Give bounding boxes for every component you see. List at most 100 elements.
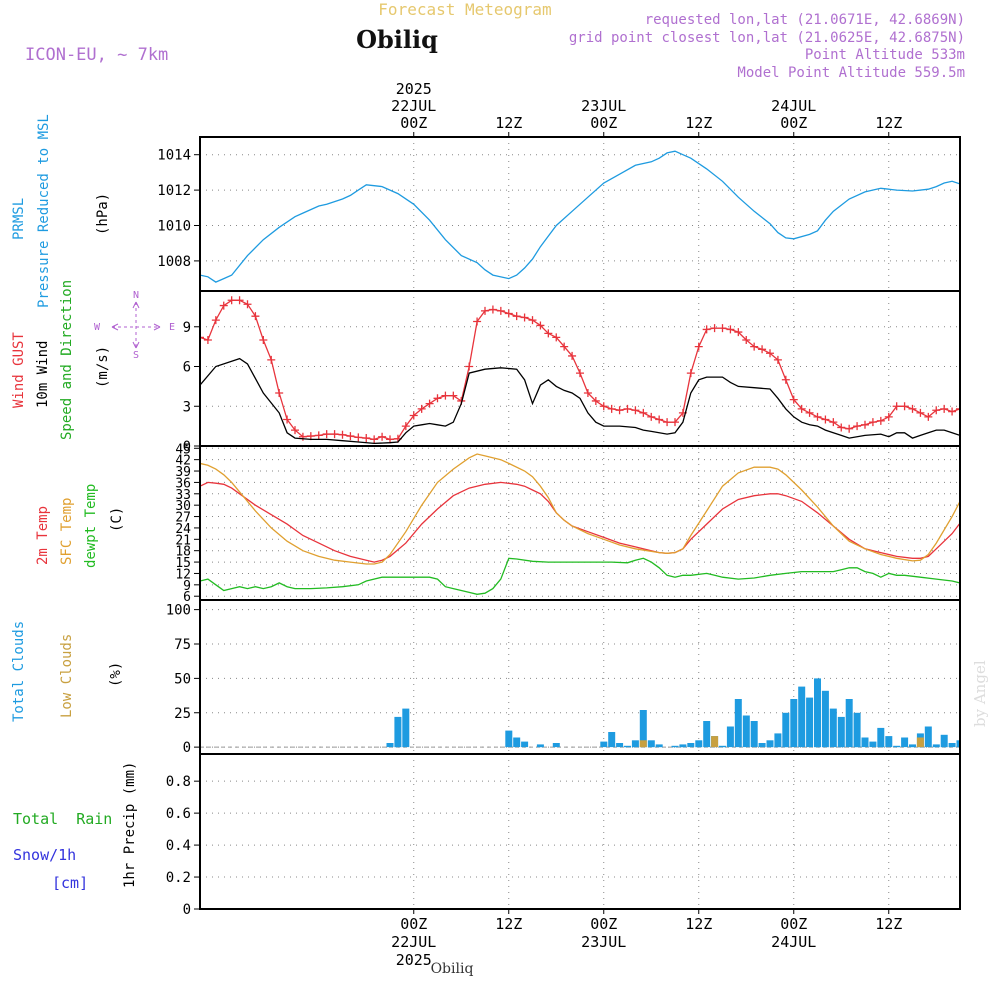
gust-marker [488, 305, 497, 314]
prmsl-long-label: Pressure Reduced to MSL [36, 114, 52, 308]
gust-marker [884, 412, 893, 421]
bar-total-clouds [600, 741, 608, 748]
top-time-label: 12Z [495, 114, 522, 132]
gust-marker [528, 316, 537, 325]
gust-marker [663, 418, 672, 427]
bar-total-clouds [536, 744, 544, 748]
pressure-ytick-label: 1012 [157, 183, 191, 199]
bar-total-clouds [734, 699, 742, 748]
gust-marker [607, 404, 616, 413]
bar-total-clouds [758, 743, 766, 748]
rain-label: Total Rain [13, 810, 112, 828]
gust-marker [908, 404, 917, 413]
pressure-labels: PRMSL Pressure Reduced to MSL (hPa) [11, 114, 111, 308]
gust-marker [924, 412, 933, 421]
gust-marker [504, 309, 513, 318]
bar-total-clouds [513, 737, 521, 748]
gust-marker [449, 391, 458, 400]
pressure-plot-area [200, 150, 960, 283]
bar-total-clouds [695, 740, 703, 748]
model-name: ICON-EU, ~ 7km [25, 45, 168, 65]
precip-ytick-label: 0.2 [166, 870, 191, 886]
t2m-label: 2m Temp [35, 506, 51, 565]
clouds-panel: 0 25 50 75 100 [166, 599, 961, 756]
top-time-label: 00Z [400, 114, 427, 132]
gust-marker [591, 396, 600, 405]
gust-marker [401, 422, 410, 431]
temp-unit: (C) [109, 507, 125, 532]
cloud-unit: (%) [108, 662, 124, 687]
gust-marker [512, 312, 521, 321]
precip-ytick-label: 0.6 [166, 806, 191, 822]
bottom-time-label: 23JUL [581, 933, 626, 951]
gust-marker [386, 435, 394, 444]
temperature-ytick-label: 24 [175, 522, 191, 537]
gust-marker [813, 412, 822, 421]
bottom-time-label: 00Z [400, 915, 427, 933]
gust-marker [473, 317, 482, 326]
bar-total-clouds [782, 712, 790, 748]
gust-marker [560, 342, 569, 351]
precip-labels: Total Rain Snow/1h [cm] 1hr Precip (mm) [13, 762, 138, 892]
gust-marker [655, 415, 664, 424]
series-dewpt-temp [200, 557, 960, 595]
footer-location: Obiliq [431, 961, 474, 977]
bar-total-clouds [703, 721, 711, 748]
compass-w: W [94, 322, 101, 333]
compass-arrowheads [111, 301, 161, 349]
gust-marker [417, 404, 426, 413]
gust-marker [726, 325, 735, 334]
bottom-time-label: 24JUL [771, 933, 816, 951]
gust-marker [671, 418, 679, 427]
top-time-label: 22JUL [391, 97, 436, 115]
pressure-ytick-label: 1008 [157, 254, 191, 270]
gust-marker [892, 402, 901, 411]
bar-total-clouds [798, 686, 806, 748]
gust-marker [354, 433, 363, 442]
bar-total-clouds [869, 741, 877, 748]
bottom-time-label: 00Z [780, 915, 807, 933]
bar-total-clouds [750, 721, 758, 748]
gust-marker [766, 349, 774, 358]
temperature-plot-area [200, 453, 960, 595]
grid-point: grid point closest lon,lat (21.0625E, 42… [569, 30, 965, 46]
bar-total-clouds [932, 744, 940, 748]
wind-plot-area [200, 296, 960, 445]
temperature-ytick-label: 18 [175, 545, 191, 560]
gust-marker [694, 342, 703, 351]
bar-total-clouds [877, 727, 885, 748]
temperature-ytick-label: 42 [175, 454, 191, 469]
bar-total-clouds [956, 740, 960, 748]
bar-total-clouds [885, 736, 893, 748]
precip-ytick-label: 0.8 [166, 774, 191, 790]
bar-total-clouds [901, 737, 909, 748]
gust-marker [211, 316, 220, 325]
bar-low-clouds [639, 740, 647, 748]
gust-marker [734, 328, 743, 337]
bar-total-clouds [845, 699, 853, 748]
bar-total-clouds [608, 732, 616, 748]
gust-marker [702, 325, 711, 334]
gust-marker [861, 420, 869, 429]
gust-marker [623, 404, 632, 413]
requested-point: requested lon,lat (21.0671E, 42.6869N) [645, 12, 965, 28]
bar-total-clouds [853, 712, 861, 748]
top-time-label: 00Z [780, 114, 807, 132]
gust-marker [227, 296, 236, 305]
gust-marker [219, 301, 228, 310]
bar-total-clouds [647, 740, 655, 748]
top-time-label: 12Z [875, 114, 902, 132]
gust-marker [544, 329, 553, 338]
gust-marker [409, 411, 418, 420]
gust-marker [631, 406, 640, 415]
gust-marker [821, 415, 830, 424]
dew-label: dewpt Temp [83, 484, 99, 568]
gust-marker [520, 313, 529, 322]
clouds-ytick-label: 75 [174, 637, 191, 653]
gust-marker [576, 369, 584, 378]
gust-marker [314, 431, 323, 440]
bar-total-clouds [806, 697, 814, 748]
